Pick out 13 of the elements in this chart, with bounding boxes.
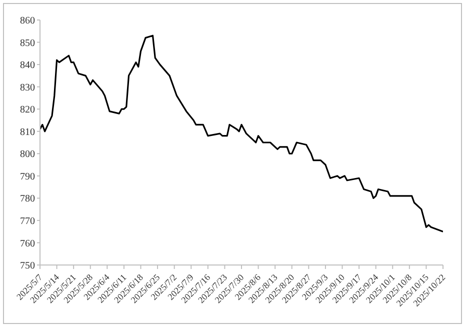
y-tick-label: 820 bbox=[20, 104, 35, 116]
y-tick-label: 810 bbox=[20, 126, 35, 138]
y-tick-label: 850 bbox=[20, 38, 35, 49]
y-tick-label: 760 bbox=[20, 238, 35, 250]
y-tick-label: 840 bbox=[20, 60, 35, 72]
y-tick-label: 800 bbox=[20, 149, 35, 160]
y-tick-label: 860 bbox=[20, 16, 35, 27]
y-tick-label: 770 bbox=[20, 216, 35, 228]
y-tick-label: 830 bbox=[20, 82, 35, 94]
y-tick-label: 780 bbox=[20, 194, 35, 205]
y-tick-label: 790 bbox=[20, 171, 35, 182]
line-series bbox=[40, 34, 443, 232]
y-tick-label: 750 bbox=[20, 260, 35, 272]
